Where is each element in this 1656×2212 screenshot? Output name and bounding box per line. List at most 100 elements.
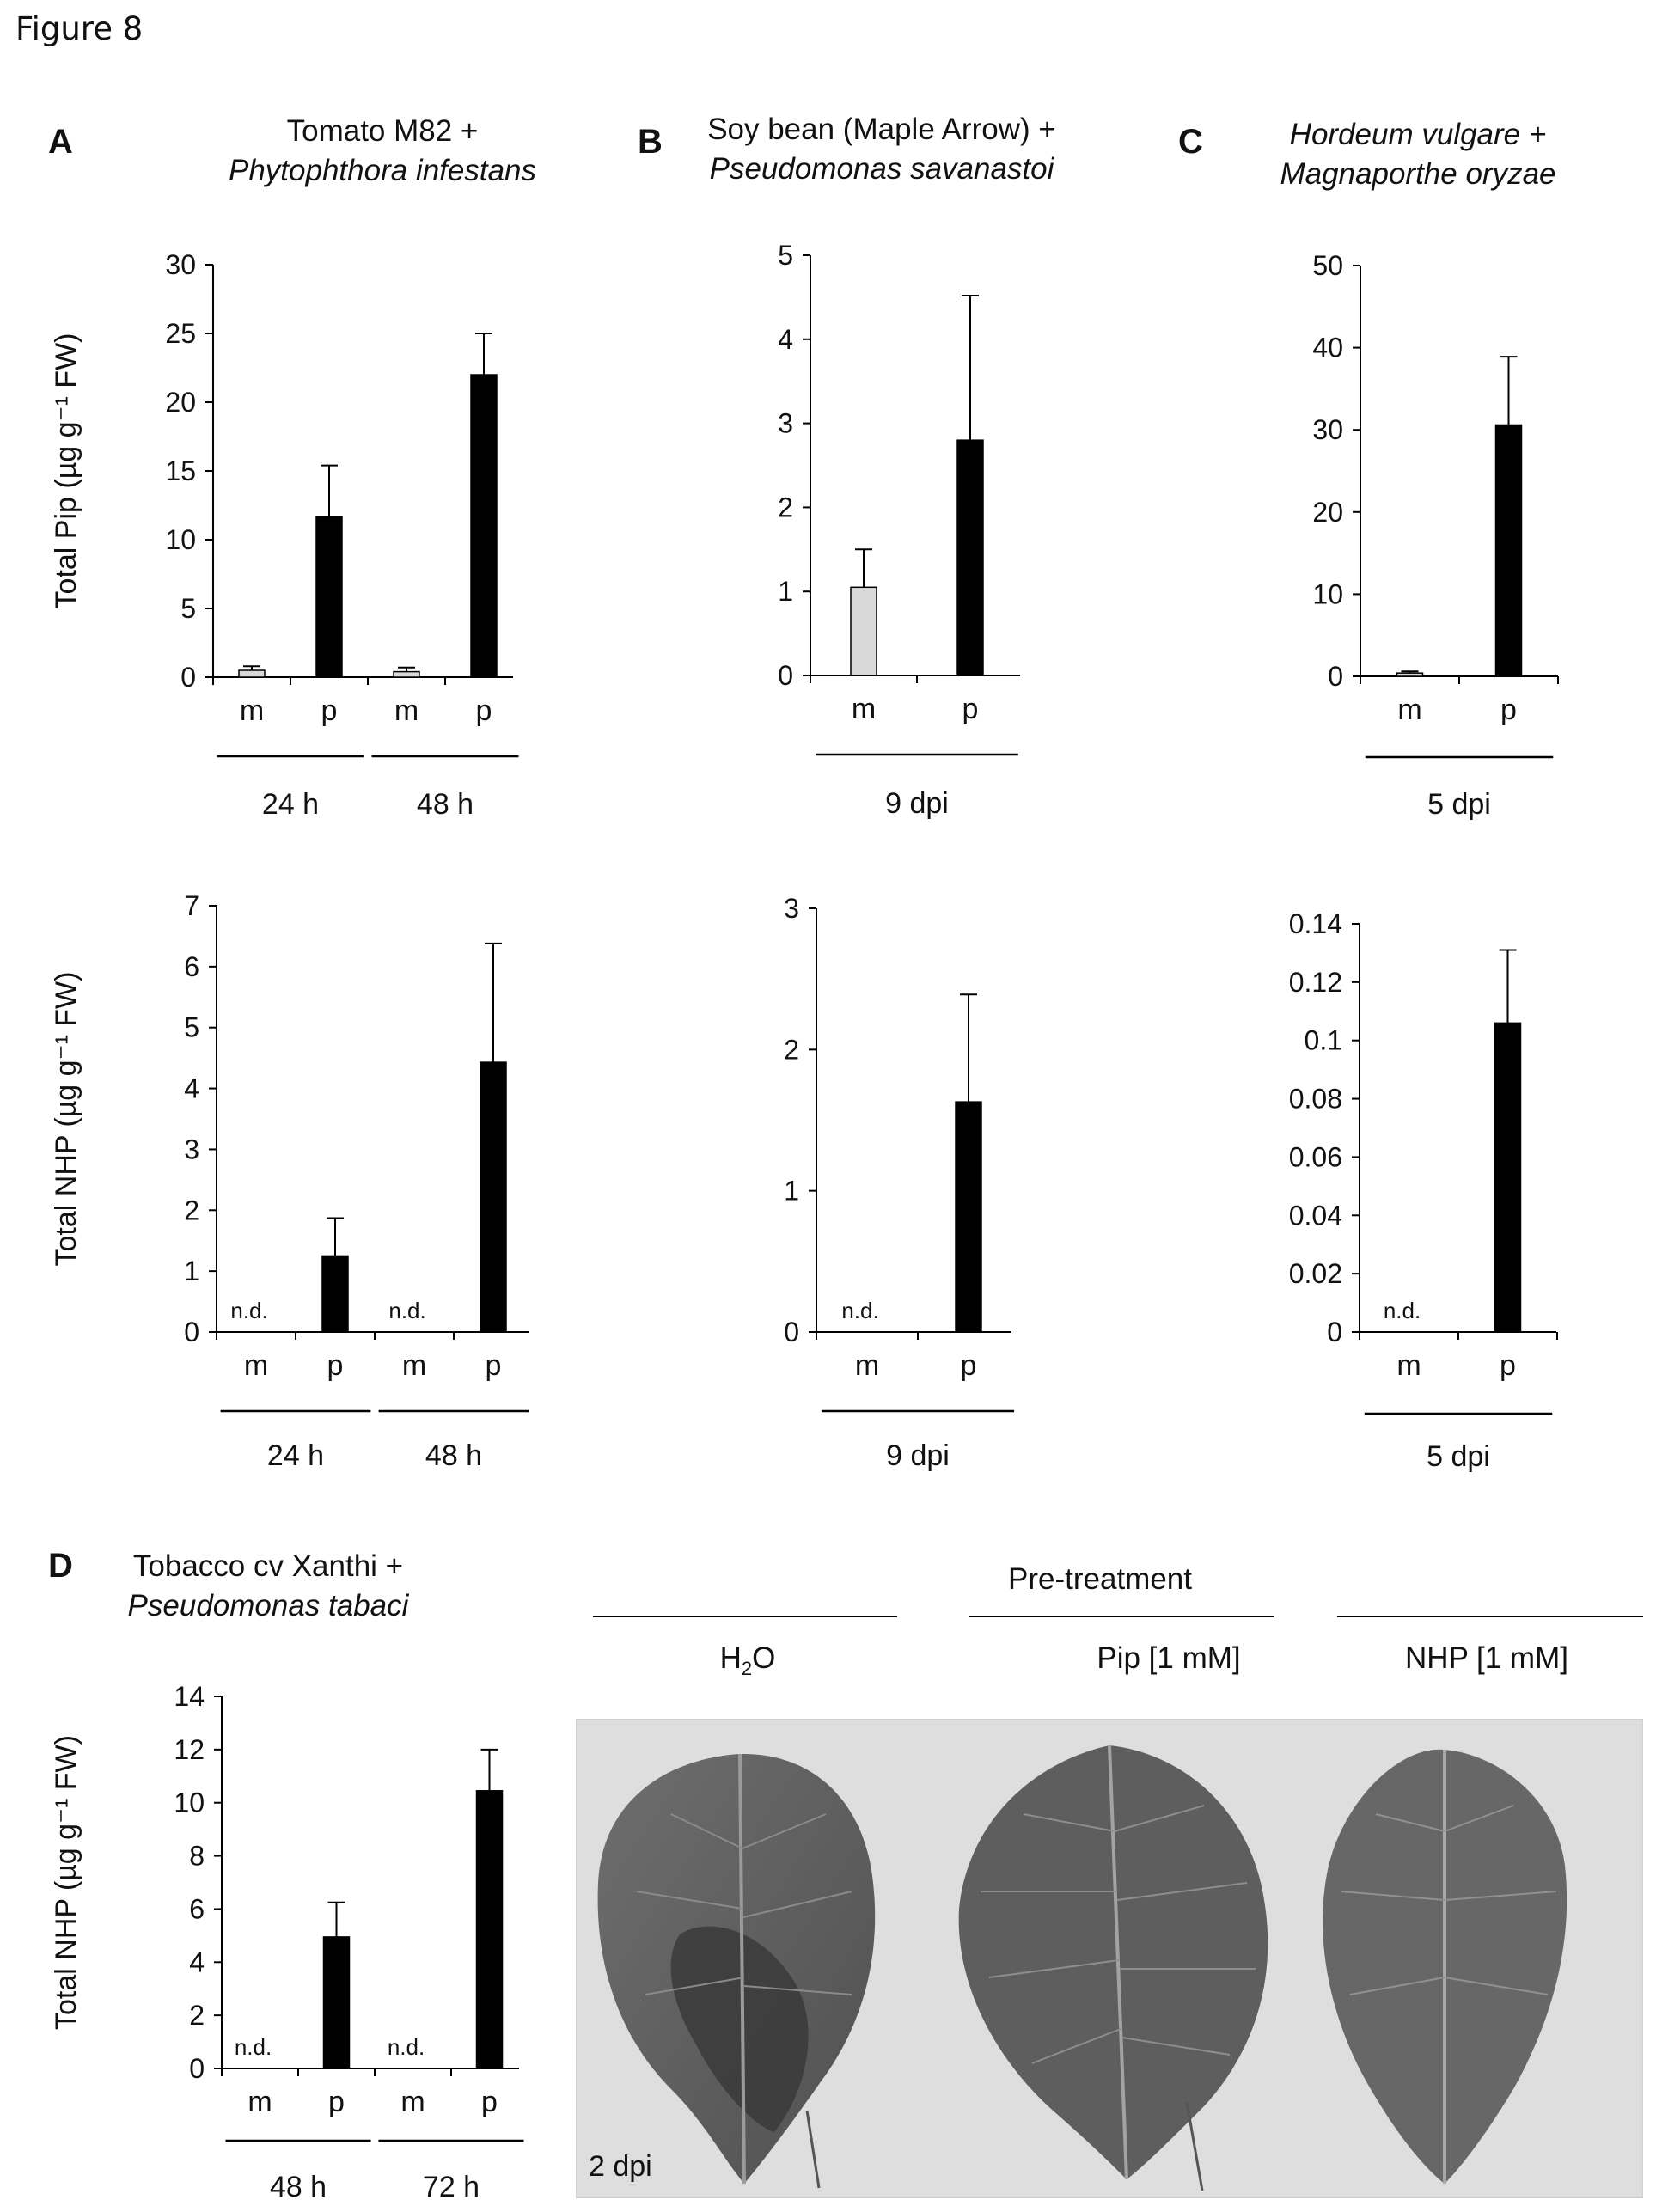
B-pip-group-label-0: 9 dpi (885, 787, 949, 820)
C-pip-bar-0 (1396, 672, 1424, 677)
B-pip-xlabel-0: m (852, 693, 876, 725)
panel-a-title-line2: Phytophthora infestans (228, 154, 536, 187)
D-nhp-ytick-label-0: 0 (189, 2053, 205, 2084)
A-nhp-ytick-label-5: 5 (184, 1012, 199, 1043)
D-nhp-ytick-label-6: 12 (174, 1734, 205, 1765)
C-pip-group-label-0: 5 dpi (1427, 788, 1491, 821)
C-pip-ytick-label-5: 50 (1312, 250, 1343, 281)
C-pip-bar-1 (1494, 424, 1523, 677)
A-nhp-ytick-label-0: 0 (184, 1317, 199, 1347)
D-nhp-xlabel-3: p (481, 2086, 498, 2118)
C-pip-ytick-label-4: 40 (1312, 333, 1343, 364)
leaf-pip (958, 1745, 1268, 2191)
A-nhp-ytick-label-6: 6 (184, 951, 199, 982)
A-nhp-annotation-2: n.d. (388, 1298, 425, 1323)
A-nhp-ytick-label-7: 7 (184, 890, 199, 921)
pretreat-line-nhp (1337, 1616, 1643, 1617)
A-pip-bar-2 (393, 670, 420, 678)
D-nhp-ytick-label-7: 14 (174, 1681, 205, 1712)
C-nhp-ytick-label-6: 0.12 (1289, 967, 1342, 998)
A-pip-ytick-label-6: 30 (165, 249, 196, 280)
C-pip-xlabel-0: m (1397, 694, 1421, 726)
D-nhp-ylabel: Total NHP (µg g⁻¹ FW) (50, 1735, 82, 2030)
C-pip-ytick-label-0: 0 (1328, 661, 1343, 692)
D-nhp-xlabel-0: m (247, 2086, 272, 2118)
B-pip-ytick-label-3: 3 (778, 408, 793, 439)
panel-d-title-line2: Pseudomonas tabaci (127, 1589, 409, 1622)
C-nhp-ytick-label-0: 0 (1327, 1317, 1342, 1347)
B-nhp-ytick-label-1: 1 (784, 1176, 799, 1207)
A-pip-xlabel-1: p (321, 694, 338, 727)
D-nhp-bar-1 (322, 1936, 351, 2069)
A-nhp-ytick-label-1: 1 (184, 1256, 199, 1286)
leaf-drawing (597, 1745, 1567, 2191)
A-pip-xlabel-0: m (240, 694, 264, 727)
D-nhp-annotation-0: n.d. (235, 2034, 272, 2060)
photo-dpi-label: 2 dpi (589, 2150, 652, 2183)
A-pip-ytick-label-5: 25 (165, 318, 196, 349)
C-nhp-ytick-label-4: 0.08 (1289, 1084, 1342, 1115)
C-nhp-annotation-0: n.d. (1384, 1298, 1421, 1323)
D-nhp-group-label-0: 48 h (270, 2171, 327, 2203)
A-nhp-ytick-label-4: 4 (184, 1073, 199, 1104)
B-pip-ytick-label-4: 4 (778, 324, 793, 355)
panel-c-title: Hordeum vulgare + Magnaporthe oryzae (1143, 115, 1656, 194)
A-nhp-ylabel: Total NHP (µg g⁻¹ FW) (50, 972, 82, 1267)
D-nhp-ytick-label-2: 4 (189, 1946, 205, 1977)
panel-c-title-line2: Magnaporthe oryzae (1280, 157, 1556, 191)
B-pip-xlabel-1: p (962, 693, 979, 725)
figure-label: Figure 8 (15, 10, 144, 47)
panel-letter-c: C (1178, 123, 1203, 161)
A-nhp-xlabel-1: p (327, 1349, 344, 1382)
D-nhp-group-label-1: 72 h (423, 2171, 480, 2203)
D-nhp-bar-3 (475, 1790, 504, 2069)
panel-b-title: Soy bean (Maple Arrow) + Pseudomonas sav… (607, 110, 1157, 189)
A-pip-ytick-label-3: 15 (165, 455, 196, 486)
B-pip-ytick-label-5: 5 (778, 240, 793, 271)
A-nhp-xlabel-3: p (486, 1349, 502, 1382)
B-pip-ytick-label-0: 0 (778, 660, 793, 691)
panel-c-title-line1: Hordeum vulgare + (1289, 118, 1547, 151)
A-nhp-group-label-0: 24 h (267, 1439, 324, 1472)
D-nhp-xlabel-2: m (400, 2086, 425, 2118)
pretreat-line-pip (969, 1616, 1274, 1617)
panel-a-title-line1: Tomato M82 + (286, 114, 479, 148)
B-nhp-annotation-0: n.d. (841, 1298, 878, 1323)
A-pip-ylabel: Total Pip (µg g⁻¹ FW) (50, 333, 82, 609)
C-nhp-ytick-label-1: 0.02 (1289, 1258, 1342, 1289)
leaf-photo: 2 dpi (576, 1719, 1643, 2198)
panel-letter-b: B (638, 123, 663, 161)
B-pip-bar-1 (956, 439, 984, 676)
B-pip-ytick-label-1: 1 (778, 576, 793, 607)
C-nhp-ytick-label-5: 0.1 (1305, 1025, 1342, 1056)
C-pip-ytick-label-1: 10 (1312, 578, 1343, 609)
D-nhp-xlabel-1: p (328, 2086, 345, 2118)
B-pip-bar-0 (850, 586, 877, 676)
B-nhp-ytick-label-3: 3 (784, 893, 799, 924)
A-pip-bar-3 (470, 374, 498, 678)
B-pip-ytick-label-2: 2 (778, 492, 793, 522)
leaf-nhp (1323, 1749, 1567, 2184)
A-nhp-ytick-label-2: 2 (184, 1195, 199, 1225)
A-pip-group-label-1: 48 h (417, 788, 474, 821)
A-nhp-xlabel-2: m (402, 1349, 426, 1382)
A-pip-ytick-label-2: 10 (165, 524, 196, 555)
A-pip-ytick-label-4: 20 (165, 387, 196, 418)
panel-d-title: Tobacco cv Xanthi + Pseudomonas tabaci (45, 1547, 492, 1626)
pretreat-group-h2o: H2O (719, 1641, 776, 1679)
A-nhp-ytick-label-3: 3 (184, 1133, 199, 1164)
C-nhp-group-label-0: 5 dpi (1427, 1440, 1490, 1473)
pretreat-line-h2o (593, 1616, 897, 1617)
A-pip-bar-1 (315, 516, 343, 678)
A-pip-xlabel-2: m (394, 694, 419, 727)
C-nhp-bar-1 (1494, 1022, 1522, 1333)
C-pip-ytick-label-2: 20 (1312, 497, 1343, 528)
A-pip-ytick-label-1: 5 (180, 593, 196, 624)
B-nhp-xlabel-0: m (855, 1349, 879, 1382)
D-nhp-ytick-label-1: 2 (189, 2000, 205, 2031)
panel-letter-d: D (48, 1547, 73, 1585)
A-pip-bar-0 (238, 669, 266, 678)
B-nhp-ytick-label-2: 2 (784, 1034, 799, 1065)
